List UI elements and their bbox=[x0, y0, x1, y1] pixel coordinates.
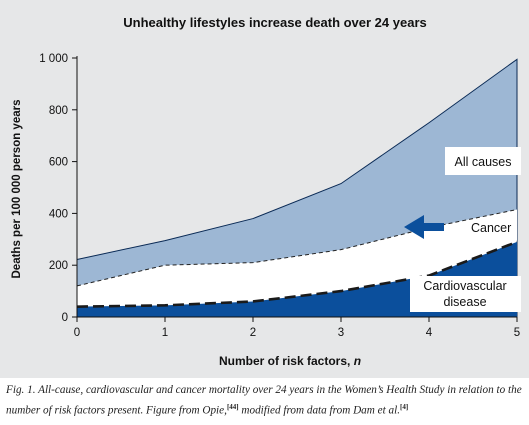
x-tick-label: 0 bbox=[74, 327, 80, 339]
y-axis-label: Deaths per 100 000 person years bbox=[11, 100, 23, 279]
caption-text-2: modified from data from Dam et al. bbox=[238, 404, 400, 417]
all-causes-label-box bbox=[445, 147, 521, 175]
cardiovascular-label-line2: disease bbox=[443, 295, 486, 309]
y-tick-label: 800 bbox=[49, 105, 68, 117]
mortality-chart: Unhealthy lifestyles increase death over… bbox=[11, 15, 521, 368]
y-tick-label: 400 bbox=[49, 208, 68, 220]
cancer-label: Cancer bbox=[471, 221, 511, 235]
cancer-arrow-icon bbox=[404, 215, 444, 239]
y-tick-label: 0 bbox=[62, 312, 68, 324]
all-causes-label: All causes bbox=[455, 155, 512, 169]
x-axis-label: Number of risk factors, n bbox=[219, 354, 361, 368]
x-tick-label: 4 bbox=[426, 327, 433, 339]
caption-text: Fig. 1. All-cause, cardiovascular and ca… bbox=[6, 384, 522, 417]
x-tick-label: 2 bbox=[250, 327, 256, 339]
chart-title: Unhealthy lifestyles increase death over… bbox=[123, 15, 427, 30]
figure-panel: Unhealthy lifestyles increase death over… bbox=[0, 0, 529, 378]
chart-axes: 0 200 400 600 800 1 000 0 1 2 3 4 5 bbox=[39, 53, 520, 339]
caption-ref-44: [44] bbox=[226, 402, 239, 411]
figure-caption: Fig. 1. All-cause, cardiovascular and ca… bbox=[6, 382, 524, 419]
cardiovascular-dashed-line bbox=[76, 240, 518, 308]
x-axis-label-variable: n bbox=[354, 354, 361, 368]
x-tick-label: 5 bbox=[514, 327, 520, 339]
cardiovascular-label-box bbox=[410, 276, 521, 312]
cardiovascular-label-line1: Cardiovascular bbox=[423, 279, 506, 293]
caption-ref-4: [4] bbox=[400, 402, 409, 411]
y-tick-label: 600 bbox=[49, 157, 68, 169]
y-tick-label: 200 bbox=[49, 260, 68, 272]
y-tick-label: 1 000 bbox=[39, 53, 68, 65]
x-tick-label: 1 bbox=[162, 327, 168, 339]
x-axis-label-text: Number of risk factors, bbox=[219, 354, 350, 368]
cardiovascular-area bbox=[77, 241, 517, 317]
x-tick-label: 3 bbox=[338, 327, 344, 339]
